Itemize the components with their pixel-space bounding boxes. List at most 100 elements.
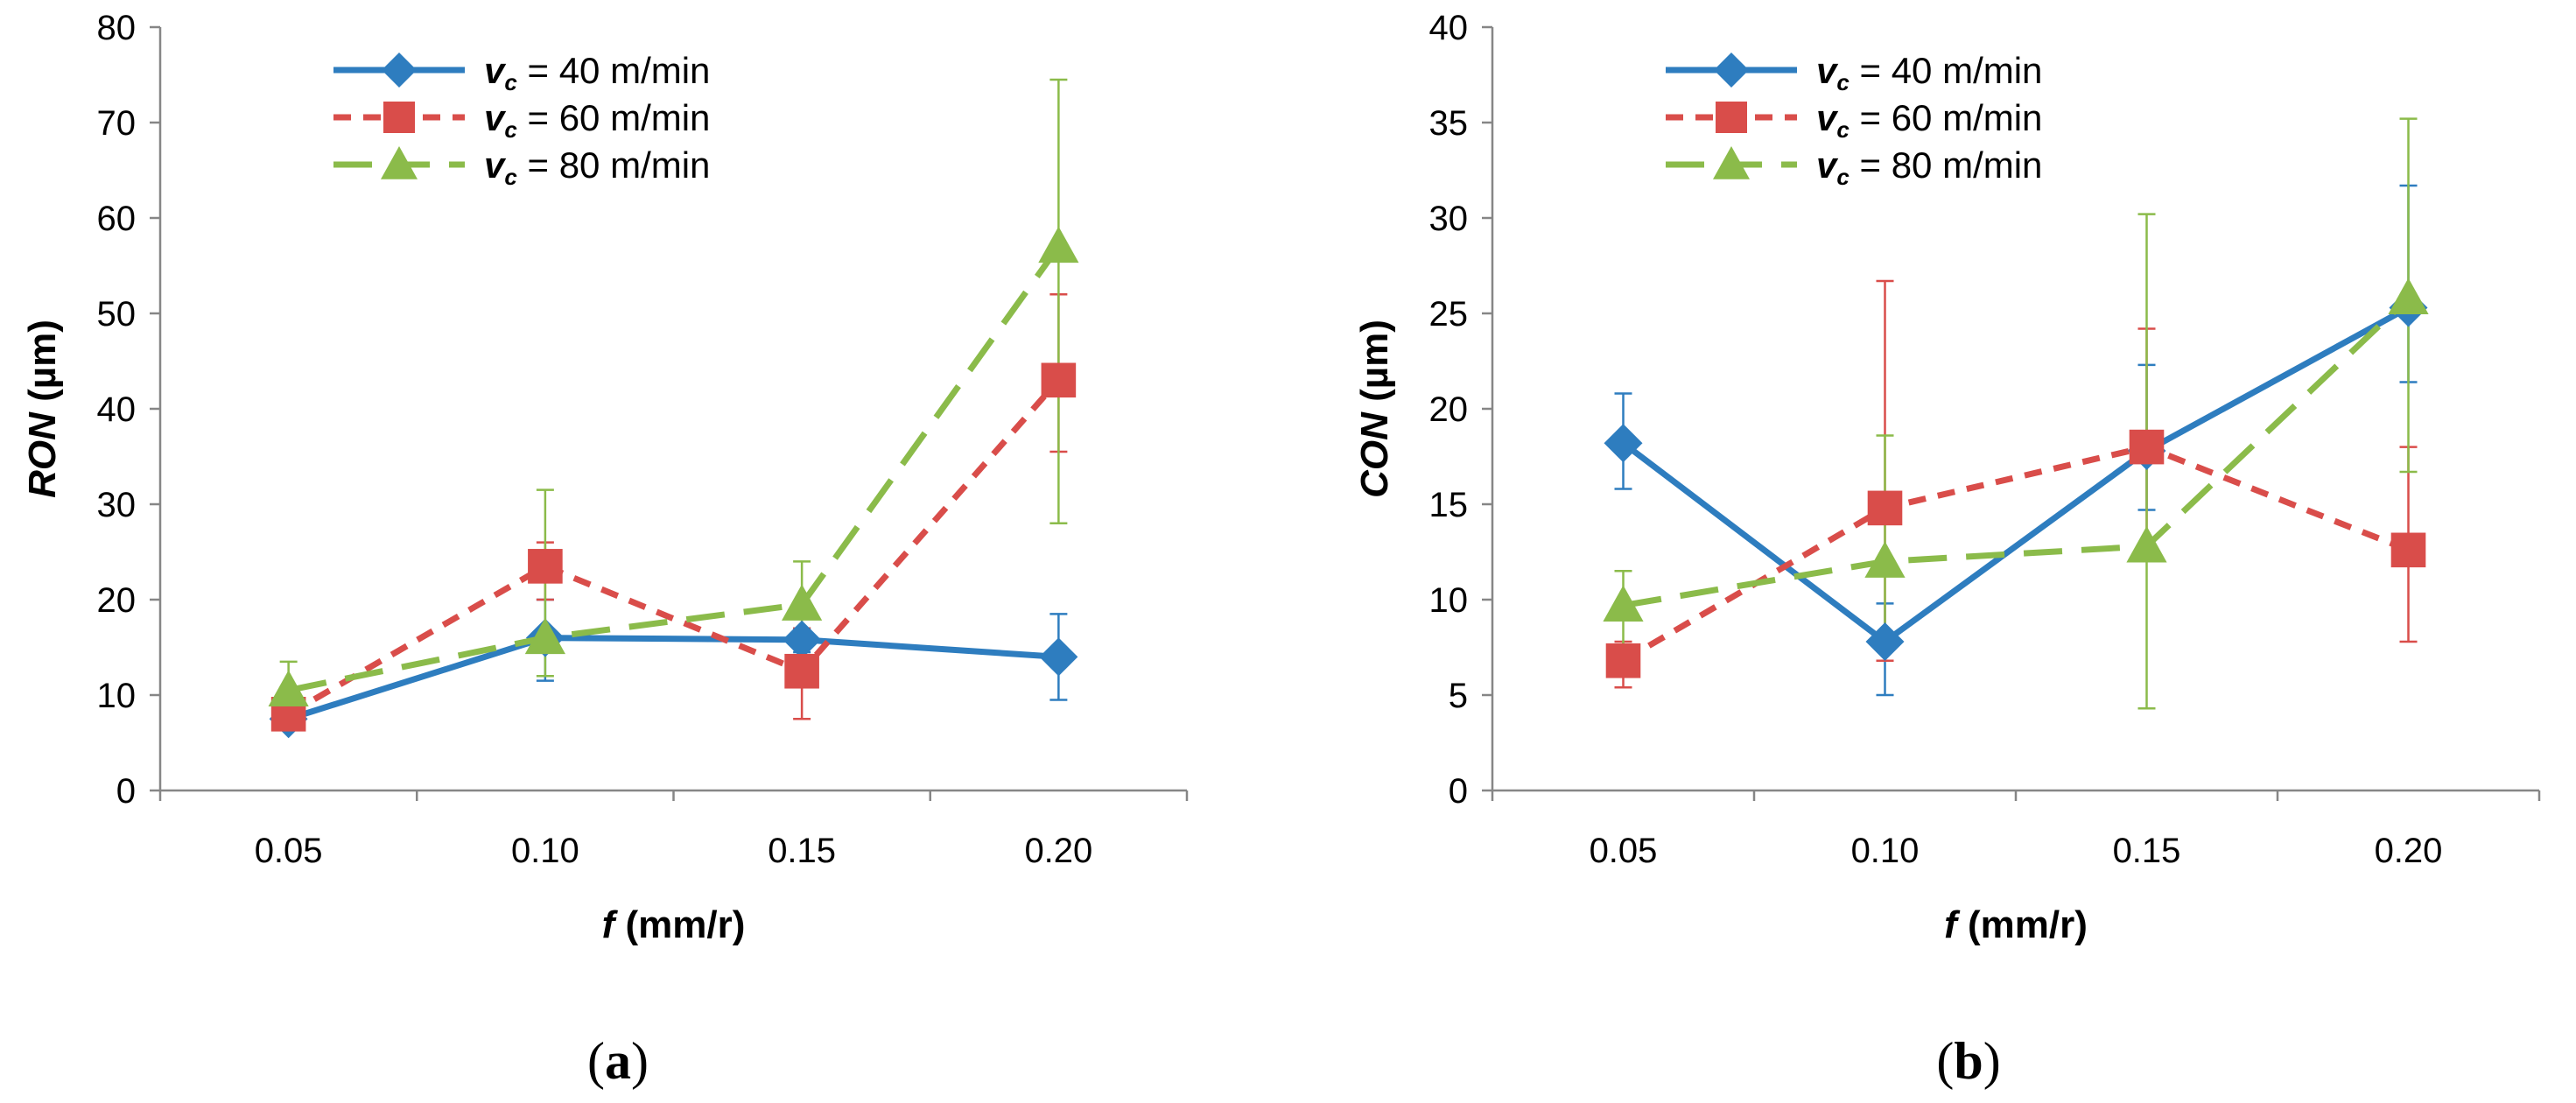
triangle-marker [1603,585,1644,622]
series-line [1621,305,2411,645]
series-0 [1604,288,2428,661]
triangle-marker [782,584,823,621]
legend-label: vc = 60 m/min [1816,97,2042,143]
y-tick-label: 0 [116,772,136,811]
y-tick-label: 60 [97,200,137,238]
square-marker [1041,362,1077,398]
series-line [1621,444,2410,664]
error-bars-series-0 [1614,184,2418,697]
square-marker [784,653,819,689]
legend-item-0: vc = 40 m/min [1666,50,2042,95]
y-tick-label: 20 [1429,390,1469,429]
x-tick-label: 0.10 [511,832,579,870]
error-bars-series-1 [279,292,1068,725]
legend-label-subscript: c [504,69,517,95]
y-tick-label: 15 [1429,486,1469,524]
square-marker [528,549,563,584]
triangle-marker [1038,226,1079,263]
y-tick-label: 10 [1429,581,1469,620]
legend-label-symbol: v [484,50,507,91]
diamond-marker [1714,53,1749,88]
triangle-marker [381,146,418,179]
x-tick-label: 0.15 [2113,832,2181,870]
y-tick-label: 5 [1449,677,1468,715]
legend-label-text: = 40 m/min [517,50,711,91]
x-axis-label: f (mm/r) [602,903,746,946]
error-bars-series-1 [1614,279,2418,689]
diamond-marker [783,620,822,659]
panel-label-letter: a [605,1032,631,1090]
legend-label-text: = 60 m/min [517,97,711,138]
legend-item-2: vc = 80 m/min [333,144,710,190]
y-axis-label-symbol: CON [1353,411,1396,498]
series-line [287,635,1059,722]
x-tick-label: 0.15 [768,832,836,870]
series-0 [269,618,1078,739]
y-tick-label: 35 [1429,104,1469,143]
x-axis-label-symbol: f [602,903,619,946]
legend-label-subscript: c [1836,164,1850,190]
chart-panel-b: 0 5 10 15 20 25 30 35 40 0.05 0.10 0.15 0.20 f (mm/r)… [1353,9,2541,1090]
panel-label: (b) [1936,1032,2000,1090]
series-1 [1605,429,2426,678]
chart-panel-a: 0 10 20 30 40 50 60 70 80 0.05 0.10 0.15 0.20 f (mm/r… [21,9,1189,1090]
panel-label-close: ) [1983,1032,2001,1090]
legend-label-symbol: v [1816,50,1839,91]
y-axis-label-unit: (µm) [1353,320,1396,412]
legend-label: vc = 40 m/min [1816,50,2042,95]
panel-label-letter: b [1954,1032,1983,1090]
legend-label: vc = 80 m/min [1816,144,2042,190]
y-axis-label: RON (µm) [21,320,64,498]
legend-label-symbol: v [1816,97,1839,138]
x-axis-label-unit: (mm/r) [614,903,745,946]
y-tick-label: 40 [1429,9,1469,47]
y-tick-label: 30 [1429,200,1469,238]
x-tick-label: 0.20 [2375,832,2443,870]
panel-label-open: ( [1936,1032,1954,1090]
legend-label-subscript: c [1836,116,1850,143]
legend-item-1: vc = 60 m/min [1666,97,2042,143]
y-tick-label: 10 [97,677,137,715]
y-tick-label: 25 [1429,295,1469,334]
y-axis-label-symbol: RON [21,411,64,498]
y-tick-label: 0 [1449,772,1468,811]
x-axis-label-unit: (mm/r) [1957,903,2088,946]
diamond-marker [1039,637,1078,677]
triangle-marker [1713,146,1750,179]
legend-label-text: = 40 m/min [1850,50,2043,91]
square-marker [2390,532,2426,568]
legend-label-symbol: v [1816,144,1839,186]
square-marker [1605,643,1641,678]
legend-label: vc = 60 m/min [484,97,710,143]
legend-item-0: vc = 40 m/min [333,50,710,95]
legend-label-text: = 80 m/min [1850,144,2043,186]
y-tick-label: 70 [97,104,137,143]
series-2 [268,226,1079,707]
legend-label-symbol: v [484,144,507,186]
legend-label-text: = 80 m/min [517,144,711,186]
panel-label-close: ) [631,1032,649,1090]
legend-item-1: vc = 60 m/min [333,97,710,143]
y-tick-label: 50 [97,295,137,334]
triangle-marker [1864,541,1906,578]
square-marker [1716,102,1747,133]
square-marker [383,102,415,133]
panel-label-open: ( [587,1032,605,1090]
x-tick-label: 0.10 [1851,832,1920,870]
diamond-marker [1604,424,1643,463]
x-tick-label: 0.05 [1590,832,1658,870]
y-tick-label: 20 [97,581,137,620]
error-bars-series-0 [279,598,1068,725]
triangle-marker [268,670,309,707]
error-bars-series-2 [1614,117,2418,710]
legend-label-text: = 60 m/min [1850,97,2043,138]
series-1 [270,362,1077,732]
triangle-marker [524,617,565,655]
series-2 [1603,278,2429,622]
panel-label: (a) [587,1032,649,1090]
legend-label: vc = 40 m/min [484,50,710,95]
legend-label-subscript: c [1836,69,1850,95]
